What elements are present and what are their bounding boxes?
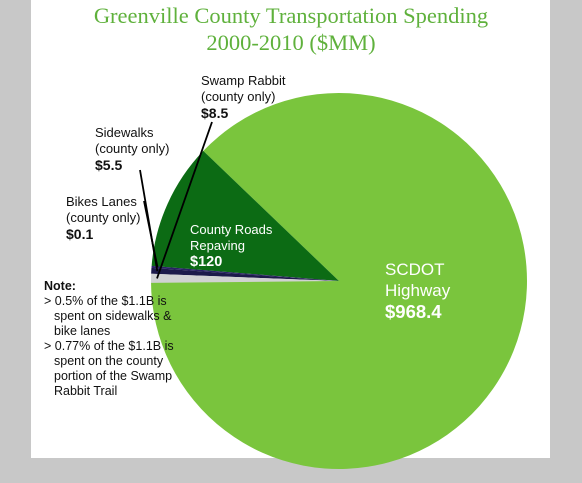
label-scdot-highway-line1: SCDOT xyxy=(385,260,445,279)
label-scdot-highway: SCDOT Highway $968.4 xyxy=(385,259,450,322)
label-county-roads-line2: Repaving xyxy=(190,238,245,253)
label-bike-lanes-value: $0.1 xyxy=(66,226,94,242)
label-sidewalks-line1: Sidewalks xyxy=(95,125,154,140)
label-swamp-rabbit-line2: (county only) xyxy=(201,89,276,104)
label-swamp-rabbit: Swamp Rabbit (county only) $8.5 xyxy=(201,73,286,121)
label-scdot-highway-line2: Highway xyxy=(385,281,451,300)
label-bike-lanes-line1: Bikes Lanes xyxy=(66,194,137,209)
slice-bike-lanes xyxy=(151,265,339,281)
note-title: Note: xyxy=(44,279,76,293)
chart-title-line2: 2000-2010 ($MM) xyxy=(206,30,376,55)
label-county-roads-line1: County Roads xyxy=(190,222,273,237)
label-sidewalks-value: $5.5 xyxy=(95,157,123,173)
label-swamp-rabbit-line1: Swamp Rabbit xyxy=(201,73,286,88)
label-bike-lanes-line2: (county only) xyxy=(66,210,141,225)
slice-scdot-highway xyxy=(151,93,527,470)
label-sidewalks-line2: (county only) xyxy=(95,141,170,156)
note-item: > 0.77% of the $1.1B is spent on the cou… xyxy=(44,339,174,398)
leader-line-sidewalks xyxy=(139,169,159,272)
leader-line-swamp-rabbit xyxy=(156,121,213,279)
slice-sidewalks xyxy=(151,267,339,281)
label-scdot-highway-value: $968.4 xyxy=(385,301,442,322)
note-box: Note: > 0.5% of the $1.1B is spent on si… xyxy=(44,279,184,399)
chart-title-line1: Greenville County Transportation Spendin… xyxy=(93,3,489,28)
note-item: > 0.5% of the $1.1B is spent on sidewalk… xyxy=(44,294,172,338)
label-sidewalks: Sidewalks (county only) $5.5 xyxy=(95,125,169,173)
label-bike-lanes: Bikes Lanes (county only) $0.1 xyxy=(66,194,140,242)
label-county-roads-value: $120 xyxy=(190,254,223,270)
chart-title: Greenville County Transportation Spendin… xyxy=(0,2,582,56)
label-county-roads: County Roads Repaving $120 xyxy=(190,222,272,270)
slice-swamp-rabbit xyxy=(151,273,339,283)
slice-county-roads xyxy=(151,150,339,281)
label-swamp-rabbit-value: $8.5 xyxy=(201,105,229,121)
